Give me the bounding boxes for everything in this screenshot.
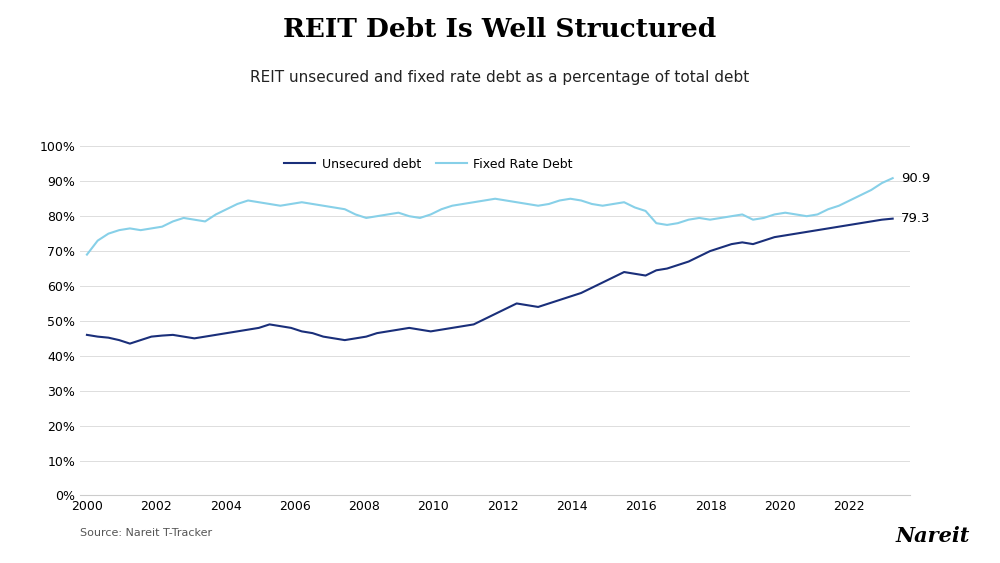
Text: Source: Nareit T-Tracker: Source: Nareit T-Tracker: [80, 528, 212, 538]
Text: Nareit: Nareit: [896, 526, 970, 546]
Line: Fixed Rate Debt: Fixed Rate Debt: [87, 178, 893, 254]
Unsecured debt: [887, 215, 899, 222]
Text: REIT unsecured and fixed rate debt as a percentage of total debt: REIT unsecured and fixed rate debt as a …: [250, 70, 750, 86]
Unsecured debt: [371, 330, 383, 337]
Text: REIT Debt Is Well Structured: REIT Debt Is Well Structured: [283, 17, 717, 42]
Unsecured debt: [81, 332, 93, 338]
Legend: Unsecured debt, Fixed Rate Debt: Unsecured debt, Fixed Rate Debt: [279, 153, 578, 176]
Text: 79.3: 79.3: [901, 212, 931, 225]
Unsecured debt: [629, 270, 641, 277]
Unsecured debt: [511, 300, 523, 307]
Fixed Rate Debt: [887, 175, 899, 181]
Fixed Rate Debt: [156, 224, 168, 230]
Fixed Rate Debt: [360, 215, 372, 221]
Unsecured debt: [167, 332, 179, 338]
Fixed Rate Debt: [726, 213, 738, 220]
Unsecured debt: [124, 340, 136, 347]
Text: 90.9: 90.9: [901, 172, 930, 185]
Line: Unsecured debt: Unsecured debt: [87, 218, 893, 343]
Unsecured debt: [607, 274, 619, 280]
Fixed Rate Debt: [597, 202, 609, 209]
Fixed Rate Debt: [500, 197, 512, 204]
Unsecured debt: [736, 239, 748, 245]
Fixed Rate Debt: [618, 199, 630, 205]
Fixed Rate Debt: [81, 251, 93, 258]
